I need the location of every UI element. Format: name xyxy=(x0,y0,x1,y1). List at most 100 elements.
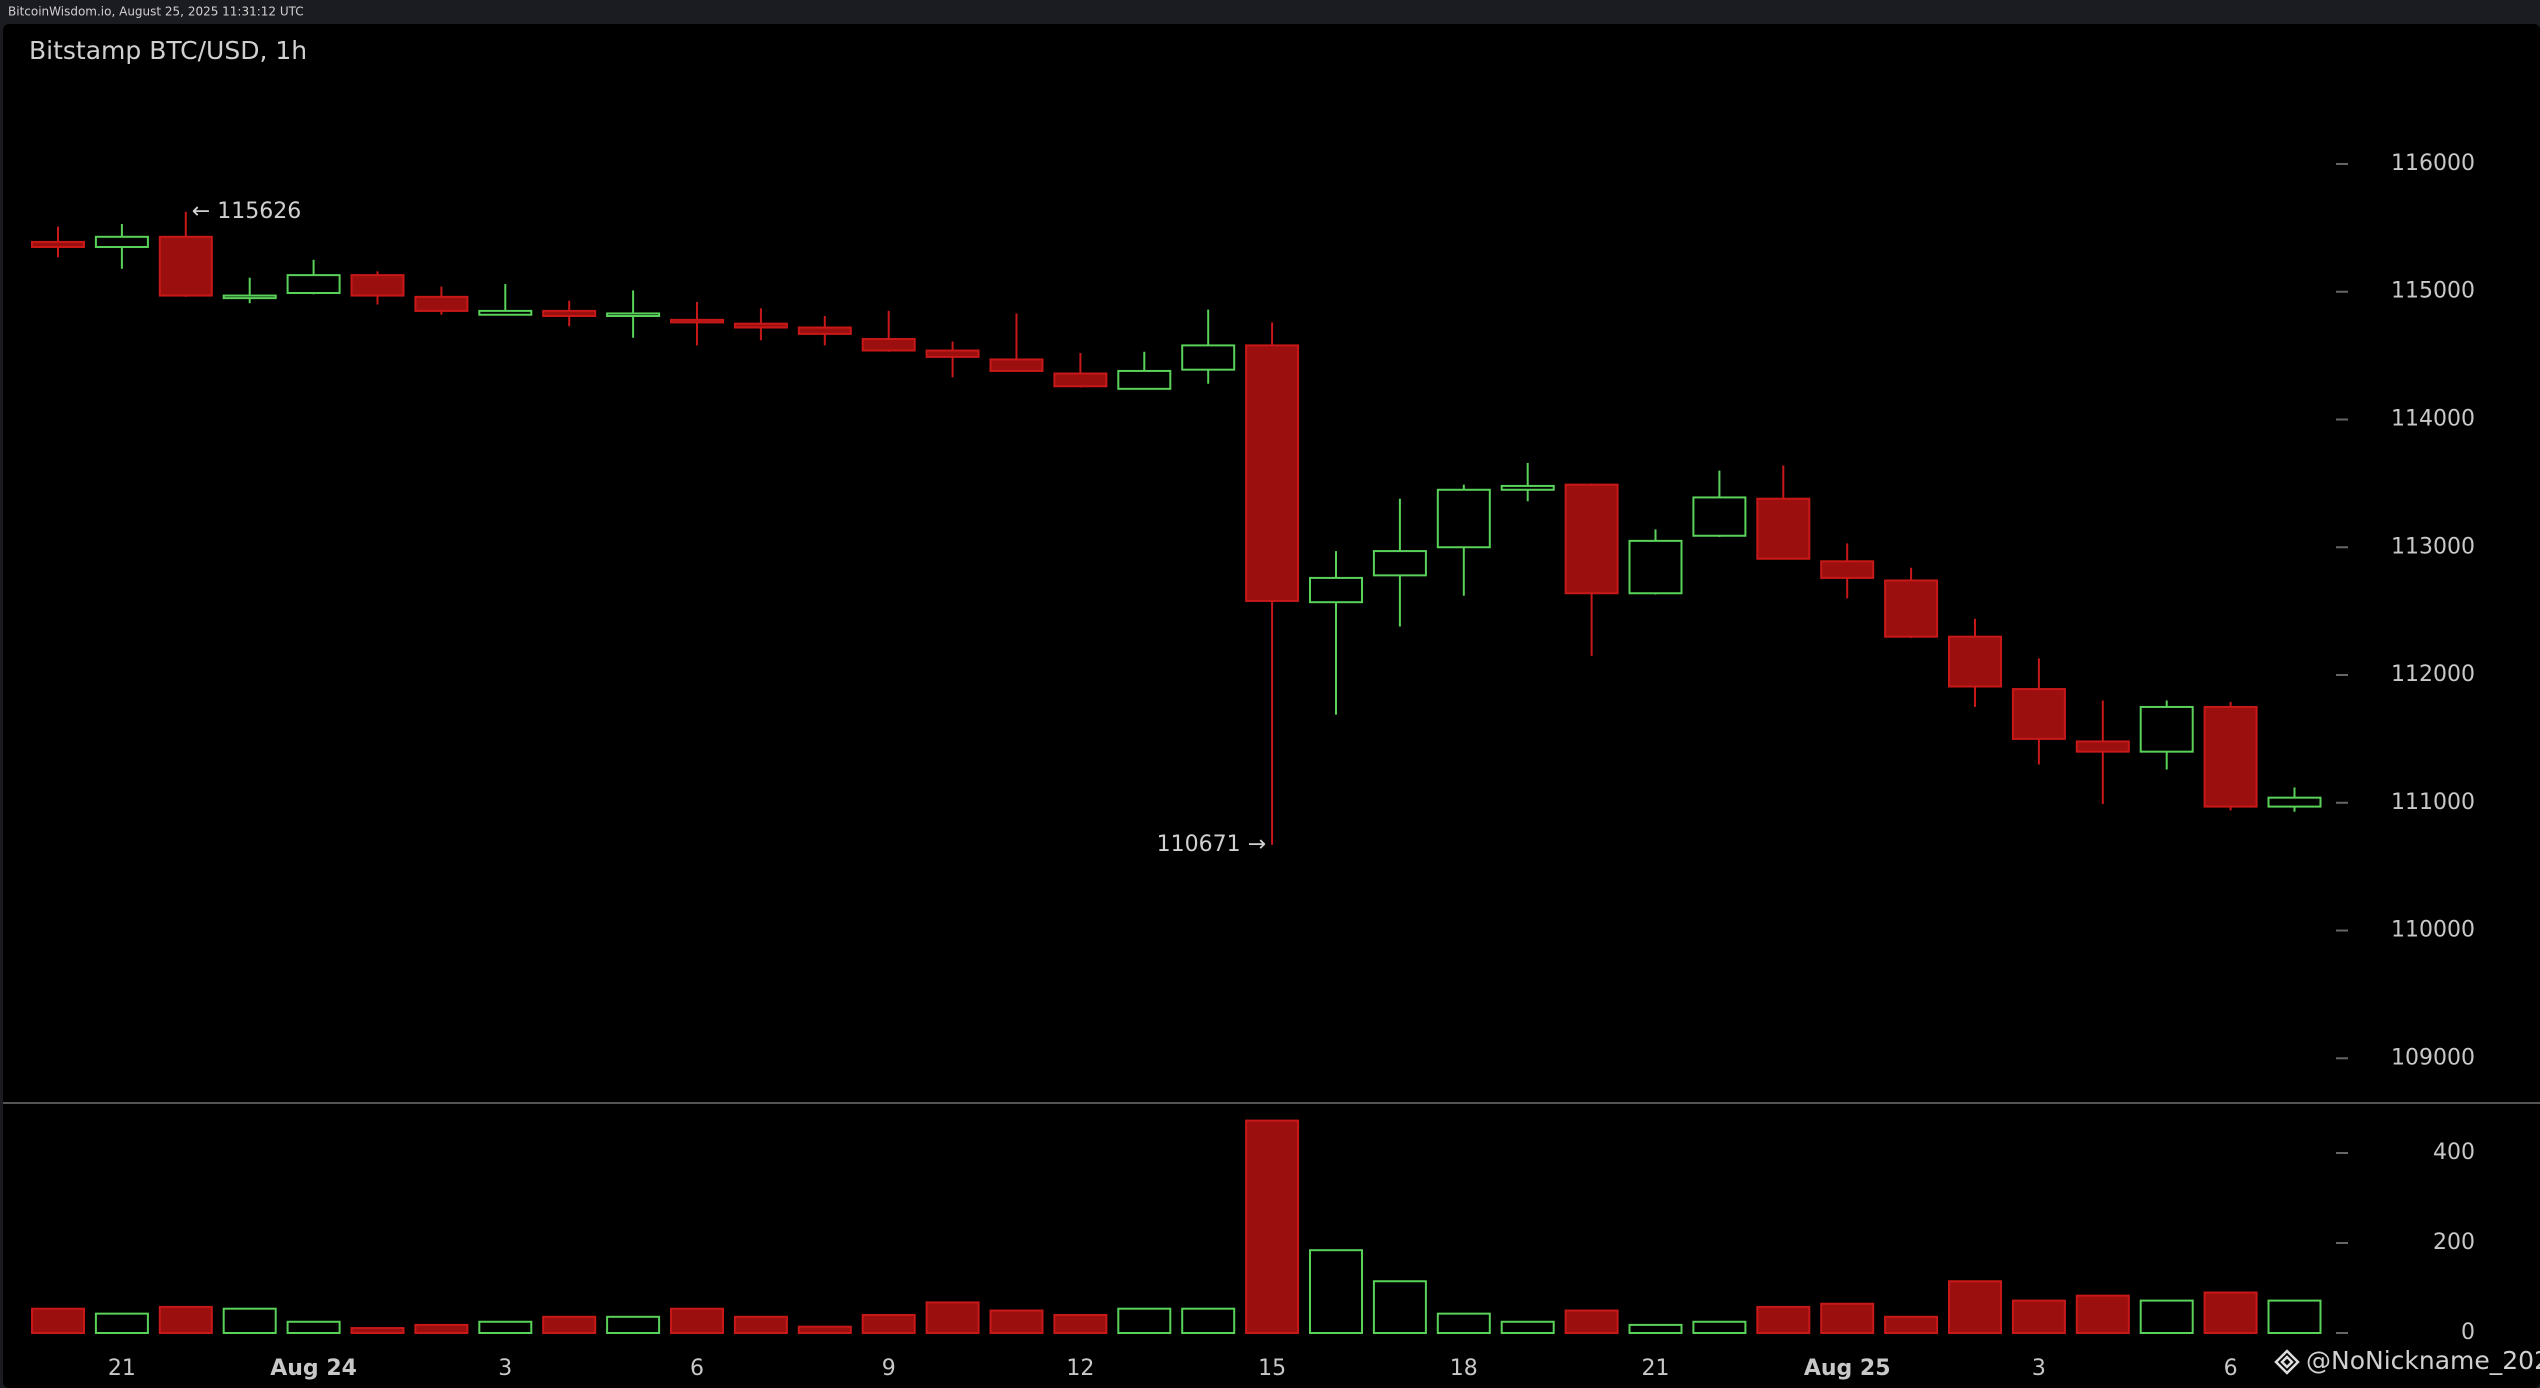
x-tick-label: 21 xyxy=(1642,1356,1670,1381)
volume-bar xyxy=(1245,1119,1300,1334)
candle-body xyxy=(1245,344,1300,602)
candle-body xyxy=(1309,576,1363,604)
volume-bar xyxy=(478,1320,533,1334)
volume-bar xyxy=(670,1307,724,1334)
y-tick-label: 109000 xyxy=(2391,1045,2475,1070)
y-tick-label: 112000 xyxy=(2391,662,2475,687)
candle-body xyxy=(542,309,597,318)
candle-body xyxy=(1628,539,1683,595)
candle-body xyxy=(414,295,469,312)
candle-body xyxy=(2075,740,2130,753)
x-tick-label: 15 xyxy=(1258,1356,1286,1381)
x-tick-label: 18 xyxy=(1450,1356,1478,1381)
candle-body xyxy=(2011,688,2066,740)
x-tick-label: 3 xyxy=(498,1356,512,1381)
y-tick-label: 114000 xyxy=(2391,406,2475,431)
volume-bar xyxy=(286,1320,341,1334)
candle-body xyxy=(1756,497,1811,560)
volume-bar xyxy=(989,1309,1044,1334)
volume-bar xyxy=(733,1315,788,1335)
x-tick-label: 9 xyxy=(882,1356,896,1381)
candle-body xyxy=(2139,705,2194,753)
candle-body xyxy=(1117,369,1172,390)
candle-body xyxy=(1692,496,1747,537)
volume-bar xyxy=(1820,1302,1875,1334)
candle-body xyxy=(670,318,724,324)
volume-bar xyxy=(797,1325,852,1334)
candle-body xyxy=(350,274,405,297)
volume-bar xyxy=(2011,1299,2066,1334)
candle-body xyxy=(861,338,916,352)
volume-bar xyxy=(158,1305,213,1335)
volume-bar xyxy=(1309,1249,1363,1334)
chart-title: Bitstamp BTC/USD, 1h xyxy=(29,36,307,65)
volume-bar xyxy=(1628,1323,1683,1335)
y2-tick-label: 0 xyxy=(2461,1320,2475,1345)
volume-bar xyxy=(31,1307,85,1334)
candle-body xyxy=(1884,579,1939,638)
candle-body xyxy=(797,326,852,335)
x-tick-label: Aug 24 xyxy=(270,1356,357,1381)
candle-body xyxy=(1436,488,1491,549)
price-annotation: ← 115626 xyxy=(192,199,301,224)
header: BitcoinWisdom.io, August 25, 2025 11:31:… xyxy=(8,5,304,19)
x-tick-label: 21 xyxy=(108,1356,136,1381)
y2-tick-label: 400 xyxy=(2433,1140,2475,1165)
volume-bar xyxy=(1181,1307,1236,1334)
volume-bar xyxy=(925,1301,980,1335)
candle-body xyxy=(989,358,1044,372)
candle-body xyxy=(158,235,213,297)
volume-bar xyxy=(542,1315,597,1335)
volume-bar xyxy=(1884,1315,1939,1335)
candle-body xyxy=(2267,796,2322,808)
volume-bar xyxy=(606,1315,661,1335)
volume-bar xyxy=(1053,1314,1108,1334)
volume-bar xyxy=(1436,1312,1491,1335)
candle-body xyxy=(94,235,149,249)
volume-bar xyxy=(1500,1320,1555,1334)
candle-body xyxy=(222,294,277,300)
candle-body xyxy=(1372,550,1427,577)
volume-bar xyxy=(94,1312,149,1335)
y-tick-label: 113000 xyxy=(2391,534,2475,559)
price-annotation: 110671 → xyxy=(1157,832,1266,857)
x-tick-label: Aug 25 xyxy=(1804,1356,1891,1381)
volume-bar xyxy=(1948,1280,2002,1334)
y-tick-label: 115000 xyxy=(2391,279,2475,304)
y-tick-label: 111000 xyxy=(2391,790,2475,815)
y-tick-label: 116000 xyxy=(2391,151,2475,176)
volume-bar xyxy=(350,1327,405,1335)
volume-bar xyxy=(861,1314,916,1334)
candle-body xyxy=(31,240,85,249)
watermark-icon xyxy=(2274,1349,2300,1375)
candle-body xyxy=(733,322,788,329)
volume-bar xyxy=(1756,1305,1811,1335)
volume-bar xyxy=(2267,1299,2322,1334)
volume-bar xyxy=(1117,1307,1172,1334)
candle-body xyxy=(2203,705,2258,808)
volume-bar xyxy=(222,1307,277,1334)
candle-body xyxy=(478,309,533,316)
x-tick-label: 12 xyxy=(1066,1356,1094,1381)
volume-bar xyxy=(2075,1294,2130,1335)
volume-bar xyxy=(2139,1299,2194,1334)
candle-body xyxy=(1500,484,1555,491)
volume-bar xyxy=(2203,1291,2258,1334)
y2-tick-label: 200 xyxy=(2433,1230,2475,1255)
x-tick-label: 3 xyxy=(2032,1356,2046,1381)
candle-body xyxy=(1948,635,2002,688)
volume-bar xyxy=(414,1323,469,1335)
candle-body xyxy=(286,274,341,295)
watermark: @NoNickname_2025 xyxy=(2306,1346,2540,1375)
volume-bar xyxy=(1692,1320,1747,1334)
y-tick-label: 110000 xyxy=(2391,918,2475,943)
candle-body xyxy=(1053,372,1108,388)
candle-body xyxy=(1181,344,1236,371)
volume-bar xyxy=(1372,1280,1427,1334)
x-tick-label: 6 xyxy=(2224,1356,2238,1381)
candle-body xyxy=(925,349,980,358)
candle-body xyxy=(606,312,661,318)
x-tick-label: 6 xyxy=(690,1356,704,1381)
